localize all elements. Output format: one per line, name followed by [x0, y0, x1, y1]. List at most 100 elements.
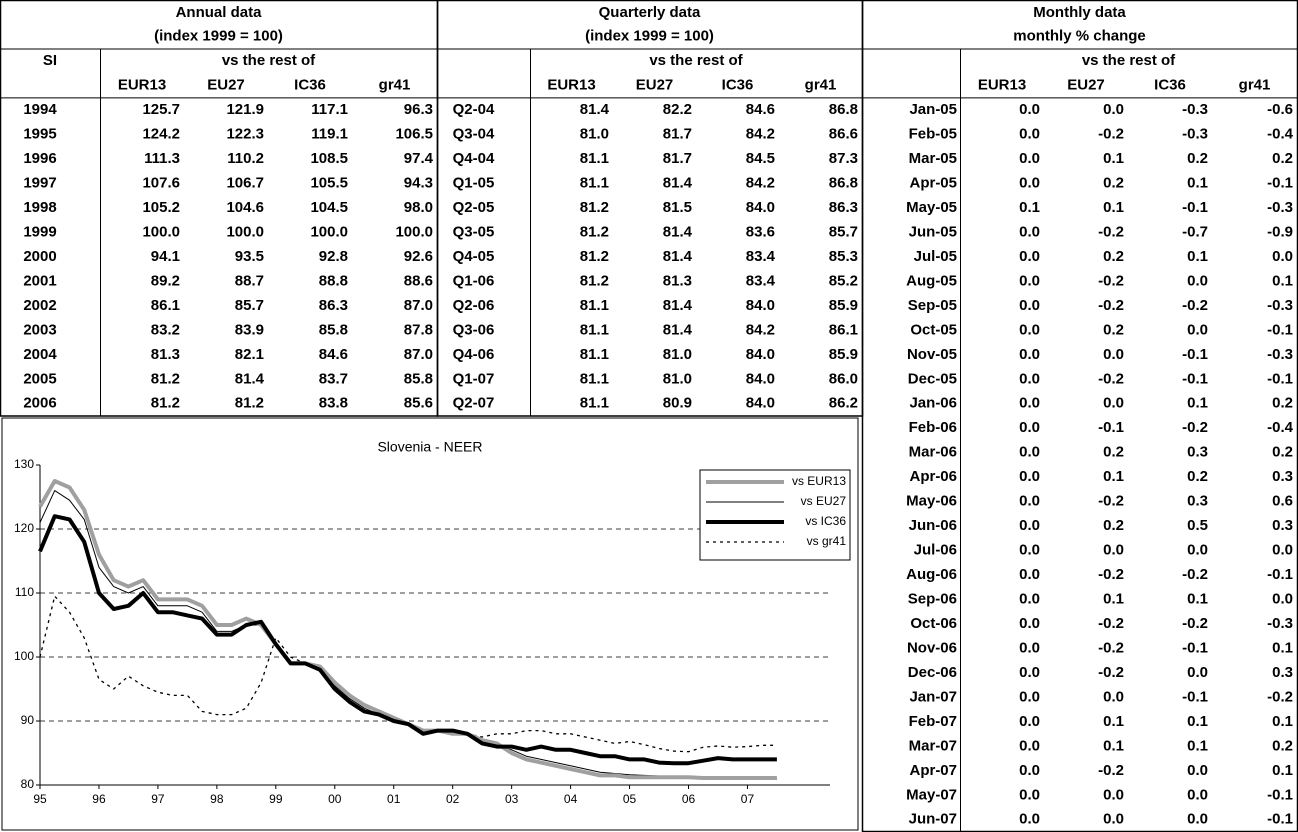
cell-value: 81.0 — [580, 126, 609, 143]
cell-value: 82.2 — [663, 101, 692, 118]
row-label: Q4-04 — [453, 150, 495, 167]
row-label: Q4-06 — [453, 346, 495, 363]
column-header: IC36 — [1154, 77, 1186, 94]
cell-value: 81.7 — [663, 150, 692, 167]
cell-value: 119.1 — [311, 126, 348, 143]
cell-value: 0.2 — [1103, 174, 1124, 191]
cell-value: -0.2 — [1098, 762, 1124, 779]
cell-value: 81.2 — [580, 272, 609, 289]
cell-value: 0.0 — [1103, 346, 1124, 363]
row-label: 2002 — [23, 297, 56, 314]
cell-value: 0.0 — [1187, 811, 1208, 828]
cell-value: -0.2 — [1098, 566, 1124, 583]
cell-value: 84.0 — [746, 370, 775, 387]
row-label: Q3-05 — [453, 223, 495, 240]
cell-value: 0.0 — [1019, 248, 1040, 265]
row-label: Mar-06 — [909, 444, 957, 461]
cell-value: 89.2 — [151, 272, 180, 289]
cell-value: 0.3 — [1187, 493, 1208, 510]
column-header: gr41 — [379, 77, 411, 94]
cell-value: -0.3 — [1267, 297, 1293, 314]
cell-value: 108.5 — [310, 150, 348, 167]
cell-value: 93.5 — [235, 248, 264, 265]
chart: Slovenia - NEER 80 90 100 110 120 130 95 96 97 98… — [1, 417, 859, 831]
cell-value: -0.2 — [1098, 493, 1124, 510]
cell-value: 84.2 — [746, 321, 775, 338]
cell-value: 81.2 — [235, 395, 264, 412]
cell-value: 0.1 — [1103, 737, 1124, 754]
row-label: 2001 — [23, 272, 56, 289]
cell-value: 84.5 — [746, 150, 775, 167]
cell-value: 81.2 — [151, 395, 180, 412]
cell-value: 0.0 — [1019, 811, 1040, 828]
cell-value: 83.6 — [746, 223, 775, 240]
table-title: Monthly data — [1033, 4, 1126, 21]
cell-value: 0.0 — [1019, 542, 1040, 559]
row-label: Jun-07 — [909, 811, 957, 828]
row-label: Q2-06 — [453, 297, 495, 314]
cell-value: -0.2 — [1098, 297, 1124, 314]
cell-value: 0.1 — [1272, 272, 1293, 289]
cell-value: 83.9 — [235, 321, 264, 338]
x-tick-label: 99 — [269, 792, 283, 806]
column-header: IC36 — [294, 77, 326, 94]
cell-value: 0.0 — [1019, 664, 1040, 681]
cell-value: -0.1 — [1098, 419, 1124, 436]
cell-value: 0.0 — [1019, 223, 1040, 240]
row-label: Oct-06 — [910, 615, 957, 632]
cell-value: 82.1 — [235, 346, 264, 363]
cell-value: 122.3 — [226, 126, 264, 143]
cell-value: 0.2 — [1272, 150, 1293, 167]
cell-value: 81.1 — [580, 321, 609, 338]
cell-value: 125.7 — [142, 101, 180, 118]
column-header: EU27 — [1067, 77, 1105, 94]
cell-value: 86.3 — [319, 297, 348, 314]
cell-value: 0.0 — [1103, 395, 1124, 412]
row-label: Q2-05 — [453, 199, 495, 216]
row-label: 2004 — [23, 346, 57, 363]
cell-value: 100.0 — [226, 223, 264, 240]
cell-value: 0.0 — [1103, 688, 1124, 705]
cell-value: 0.0 — [1019, 688, 1040, 705]
table-title: Annual data — [176, 4, 262, 21]
cell-value: 0.1 — [1187, 248, 1208, 265]
cell-value: 0.0 — [1019, 395, 1040, 412]
cell-value: 81.4 — [663, 297, 693, 314]
cell-value: -0.1 — [1182, 370, 1208, 387]
cell-value: 88.6 — [404, 272, 433, 289]
row-label: Nov-06 — [907, 639, 957, 656]
table-subtitle: monthly % change — [1013, 28, 1146, 45]
x-tick-label: 05 — [623, 792, 637, 806]
cell-value: 81.2 — [580, 223, 609, 240]
cell-value: 0.0 — [1272, 542, 1293, 559]
row-label: Feb-07 — [909, 713, 957, 730]
cell-value: 0.1 — [1187, 590, 1208, 607]
x-tick-label: 97 — [151, 792, 165, 806]
cell-value: 104.5 — [310, 199, 348, 216]
cell-value: 81.4 — [235, 370, 265, 387]
column-header: EU27 — [207, 77, 245, 94]
column-group: vs the rest of — [222, 52, 316, 69]
cell-value: -0.3 — [1267, 615, 1293, 632]
cell-value: 81.3 — [151, 346, 180, 363]
cell-value: 0.0 — [1019, 419, 1040, 436]
table-subtitle: (index 1999 = 100) — [585, 28, 714, 45]
cell-value: -0.1 — [1267, 786, 1293, 803]
row-label: 1994 — [23, 101, 57, 118]
cell-value: 0.0 — [1103, 542, 1124, 559]
row-label: Apr-05 — [909, 174, 957, 191]
cell-value: 0.0 — [1019, 615, 1040, 632]
cell-value: 85.9 — [829, 297, 858, 314]
cell-value: 80.9 — [663, 395, 692, 412]
cell-value: -0.2 — [1182, 566, 1208, 583]
column-header: EUR13 — [118, 77, 166, 94]
cell-value: -0.2 — [1098, 272, 1124, 289]
cell-value: 0.0 — [1019, 370, 1040, 387]
cell-value: 94.1 — [151, 248, 180, 265]
cell-value: 84.0 — [746, 346, 775, 363]
cell-value: 0.0 — [1019, 590, 1040, 607]
cell-value: 0.0 — [1187, 664, 1208, 681]
cell-value: -0.4 — [1267, 126, 1294, 143]
cell-value: -0.2 — [1182, 615, 1208, 632]
cell-value: 81.2 — [580, 248, 609, 265]
